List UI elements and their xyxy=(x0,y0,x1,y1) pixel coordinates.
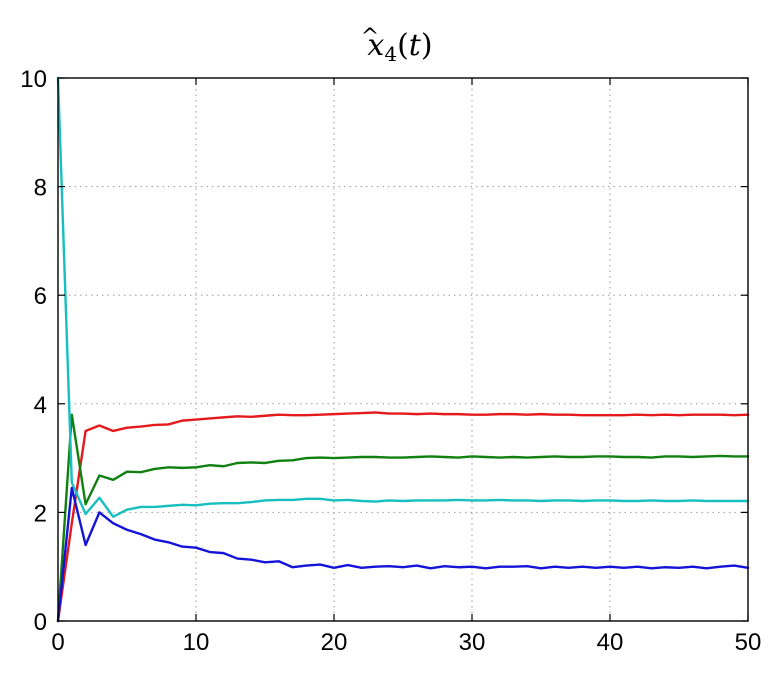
y-tick-label: 8 xyxy=(34,175,47,202)
series-line-1 xyxy=(56,411,750,623)
series-line-2 xyxy=(56,413,750,623)
chart-title-variable: x xyxy=(367,28,384,63)
chart-title: x4(t) xyxy=(367,28,432,66)
series-line-3 xyxy=(56,76,750,518)
series-line-4 xyxy=(56,486,750,623)
y-tick-label: 2 xyxy=(34,500,47,527)
x-tick-label: 0 xyxy=(51,629,64,656)
x-tick-label: 20 xyxy=(321,629,348,656)
x-tick-label: 50 xyxy=(735,629,762,656)
grid xyxy=(58,78,748,621)
y-tick-label: 10 xyxy=(20,66,47,93)
tick-marks xyxy=(57,77,749,622)
axes-box xyxy=(57,77,749,622)
x-tick-label: 10 xyxy=(183,629,210,656)
chart-title-subscript: 4 xyxy=(384,42,397,66)
x-tick-label: 30 xyxy=(459,629,486,656)
x-tick-label: 40 xyxy=(597,629,624,656)
chart-title-open-paren: ( xyxy=(397,28,409,63)
chart-title-hat: ^ xyxy=(361,25,379,50)
y-tick-label: 0 xyxy=(34,609,47,636)
x-tick-labels: 0 10 20 30 40 50 xyxy=(51,629,761,656)
y-tick-labels: 0 2 4 6 8 10 xyxy=(20,66,47,636)
y-tick-label: 4 xyxy=(34,392,47,419)
chart-title-argument: t xyxy=(409,28,422,63)
chart-title-close-paren: ) xyxy=(421,28,433,63)
series-group xyxy=(56,76,750,623)
y-tick-label: 6 xyxy=(34,283,47,310)
